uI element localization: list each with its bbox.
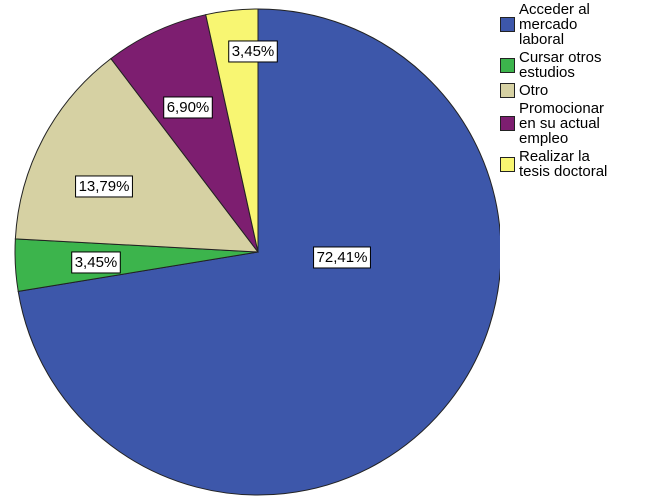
data-label-box	[228, 40, 278, 63]
legend-item: Realizar la tesis doctoral	[500, 149, 655, 179]
pie-slice	[17, 8, 500, 496]
data-label-text: 3,45%	[232, 43, 275, 60]
legend: Acceder al mercado laboral Cursar otros e…	[500, 2, 655, 182]
legend-swatch	[500, 83, 515, 98]
legend-swatch	[500, 116, 515, 131]
data-label: 72,41%	[313, 246, 371, 269]
data-label: 3,45%	[228, 40, 278, 63]
data-label: 13,79%	[75, 175, 133, 198]
pie-area: 72,41% 3,45% 13,79% 6,90% 3,45%	[14, 8, 500, 496]
data-label-text: 13,79%	[79, 178, 130, 195]
data-label-box	[71, 251, 121, 274]
data-label-text: 72,41%	[317, 249, 368, 266]
legend-swatch	[500, 17, 515, 32]
data-label: 3,45%	[71, 251, 121, 274]
legend-item: Promocionar en su actual empleo	[500, 101, 655, 146]
data-label-text: 6,90%	[167, 99, 210, 116]
pie-slice	[14, 57, 260, 253]
data-label-box	[163, 96, 213, 119]
data-label-box	[75, 175, 133, 198]
legend-label: Promocionar en su actual empleo	[519, 100, 605, 147]
legend-label: Realizar la tesis doctoral	[519, 148, 608, 180]
legend-item: Cursar otros estudios	[500, 50, 655, 80]
data-label: 6,90%	[163, 96, 213, 119]
pie-slice	[205, 8, 259, 253]
legend-item: Acceder al mercado laboral	[500, 2, 655, 47]
legend-label: Acceder al mercado laboral	[519, 1, 590, 48]
legend-swatch	[500, 156, 515, 172]
legend-label: Otro	[519, 82, 549, 99]
legend-item: Otro	[500, 83, 655, 98]
pie-slice	[110, 14, 259, 253]
data-label-text: 3,45%	[75, 254, 118, 271]
data-label-box	[313, 246, 371, 269]
legend-swatch	[500, 57, 515, 73]
legend-label: Cursar otros estudios	[519, 49, 602, 81]
